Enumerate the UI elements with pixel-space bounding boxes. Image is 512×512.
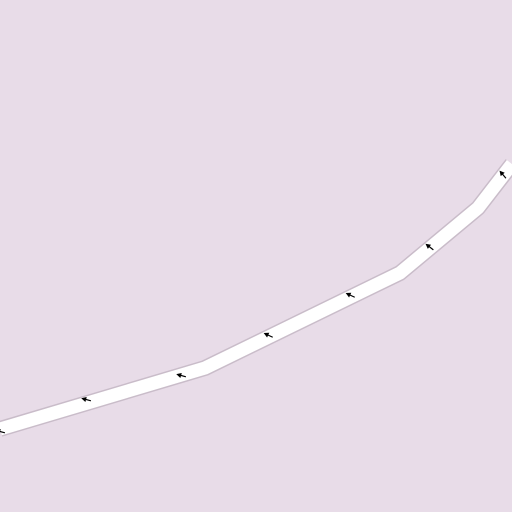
oneway-arrow-icon: [0, 428, 6, 434]
one-way-road[interactable]: [0, 159, 512, 437]
oneway-arrow-icon: [425, 243, 434, 251]
oneway-arrow-icon: [81, 396, 92, 402]
oneway-arrows: [0, 170, 507, 434]
road-fill: [0, 160, 512, 436]
oneway-arrow-icon: [176, 372, 187, 378]
oneway-arrow-icon: [499, 170, 507, 179]
oneway-arrow-icon: [345, 292, 355, 298]
oneway-arrow-icon: [263, 332, 273, 338]
